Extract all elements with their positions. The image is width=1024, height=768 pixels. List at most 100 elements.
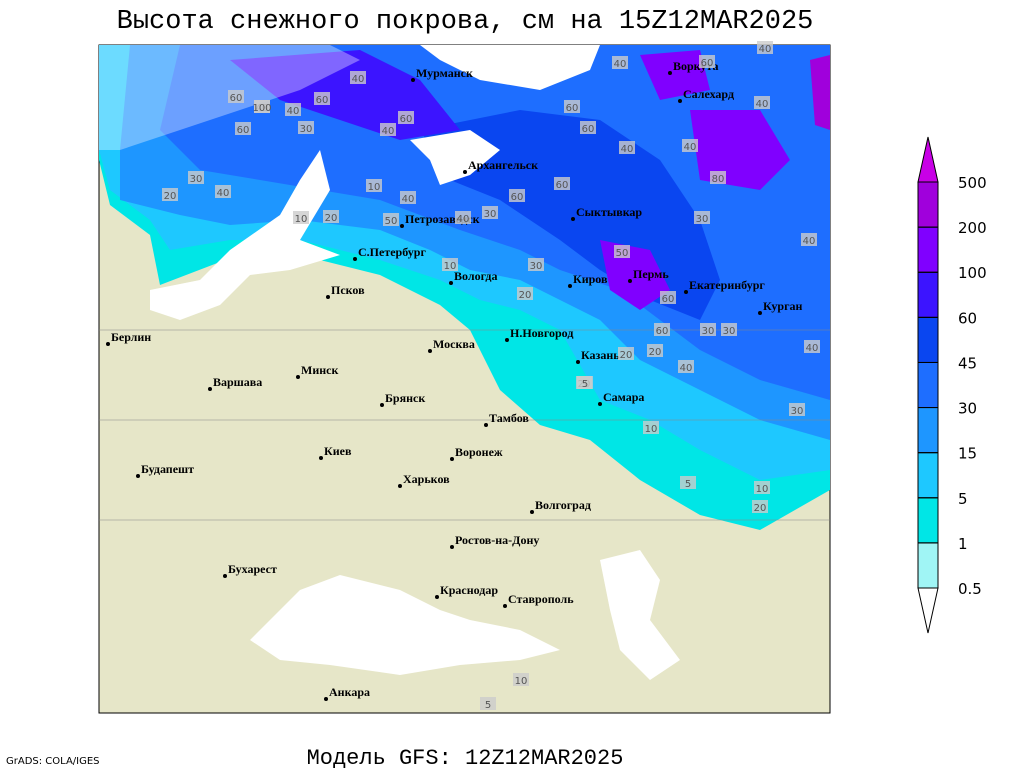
contour-label: 10 [295,214,308,225]
contour-label-box [482,206,498,219]
city-label: Архангельск [468,158,538,172]
city-dot [450,545,454,549]
contour-label: 10 [515,676,528,687]
colorbar-label: 15 [958,445,977,463]
city-label: Воронеж [455,445,503,459]
contour-label-box [366,179,382,192]
city-dot [678,99,682,103]
contour-label: 60 [237,125,250,136]
contour-label-box [228,90,244,103]
colorbar-swatch [917,542,939,589]
contour-label-box [754,481,770,494]
city-dot [296,375,300,379]
contour-label: 5 [485,700,491,711]
city-dot [684,290,688,294]
contour-label-box [694,211,710,224]
colorbar-label: 1 [958,535,968,553]
city-label: Ставрополь [508,592,574,606]
contour-label: 50 [616,248,629,259]
city-label: Самара [603,390,644,404]
contour-label-box [721,323,737,336]
city-label: Сыктывкар [576,205,642,219]
city-dot [568,284,572,288]
city-label: Минск [301,363,338,377]
contour-label-box [162,188,178,201]
city-label: Москва [433,337,475,351]
city-label: Брянск [385,391,425,405]
city-dot [576,360,580,364]
city-dot [324,697,328,701]
city-dot [668,71,672,75]
contour-label-box [285,103,301,116]
contour-label: 40 [806,343,819,354]
contour-label-box [580,121,596,134]
contour-label-box [612,56,628,69]
contour-label: 80 [712,174,725,185]
city-dot [380,403,384,407]
city-dot [598,402,602,406]
city-dot [223,574,227,578]
city-dot [326,295,330,299]
contour-label-box [314,92,330,105]
contour-label-box [554,177,570,190]
contour-label-box [517,287,533,300]
contour-label-box [400,191,416,204]
city-dot [319,456,323,460]
city-label: Казань [581,348,620,362]
contour-label: 40 [614,59,627,70]
colorbar-swatch [917,497,939,544]
contour-label: 60 [400,114,413,125]
contour-label: 40 [680,363,693,374]
contour-label-box [509,189,525,202]
contour-label-box [564,100,580,113]
city-dot [503,604,507,608]
contour-label: 30 [530,261,543,272]
city-dot [758,311,762,315]
colorbar-swatch [917,316,939,363]
city-label: Бухарест [228,562,277,576]
contour-label: 60 [662,294,675,305]
contour-label: 20 [620,350,633,361]
contour-label: 30 [702,326,715,337]
contour-label-box [323,210,339,223]
contour-label: 30 [791,406,804,417]
city-label: Мурманск [416,66,473,80]
city-label: Тамбов [489,411,529,425]
contour-label-box [577,376,593,389]
contour-label: 40 [803,236,816,247]
contour-label: 60 [511,192,524,203]
subtitle: Модель GFS: 12Z12MAR2025 [307,746,624,768]
colorbar-label: 45 [958,354,977,372]
contour-label-box [680,476,696,489]
colorbar-high [917,136,939,183]
city-label: Ростов-на-Дону [455,533,539,547]
contour-label-box [789,403,805,416]
colorbar-label: 0.5 [958,580,982,598]
contour-label: 20 [519,290,532,301]
contour-label: 60 [701,58,714,69]
contour-label: 60 [230,93,243,104]
contour-label: 40 [382,126,395,137]
contour-label-box [700,323,716,336]
city-label: Салехард [683,87,734,101]
contour-label-box [215,185,231,198]
contour-label: 60 [566,103,579,114]
colorbar-swatch [917,181,939,228]
city-dot [353,257,357,261]
city-dot [571,217,575,221]
contour-label-box [188,171,204,184]
contour-label: 30 [484,209,497,220]
contour-label-box [380,123,396,136]
city-label: Анкара [329,685,370,699]
credit: GrADS: COLA/IGES [6,756,100,767]
city-dot [428,349,432,353]
contour-label: 60 [556,180,569,191]
contour-label-box [647,344,663,357]
map [98,44,831,714]
contour-label-box [455,211,471,224]
contour-label: 20 [164,191,177,202]
contour-label-box [804,340,820,353]
city-dot [463,170,467,174]
colorbar-low [917,587,939,634]
city-label: Волгоград [535,498,591,512]
